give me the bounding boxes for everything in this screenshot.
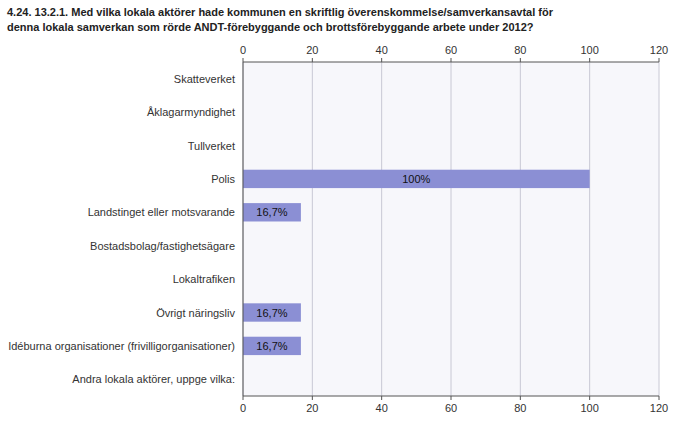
title: 4.24. 13.2.1. Med vilka lokala aktörer h… (7, 6, 554, 18)
category-label: Landstinget eller motsvarande (88, 206, 235, 218)
tick-mark (451, 396, 452, 400)
axes: 0 0 20 20 40 40 60 60 80 80 100 100 120 120 (240, 44, 668, 414)
tick-label: 20 (306, 402, 318, 414)
tick-mark (520, 396, 521, 400)
tick-label: 60 (445, 44, 457, 56)
grid-line (312, 62, 313, 396)
tick-mark (381, 396, 382, 400)
data-label: 16,7% (256, 307, 287, 319)
category-label: Idéburna organisationer (frivilligorgani… (8, 340, 235, 352)
y-axis-line (243, 62, 244, 396)
tick-label: 20 (306, 44, 318, 56)
tick-label: 120 (650, 44, 668, 56)
grid-line (659, 62, 660, 396)
bar (243, 337, 301, 355)
grid-line (243, 62, 244, 396)
bars (243, 170, 590, 355)
tick-label: 80 (514, 44, 526, 56)
category-label: Övrigt näringsliv (156, 307, 235, 319)
tick-label: 40 (376, 44, 388, 56)
subtitle: denna lokala samverkan som rörde ANDT-fö… (7, 21, 534, 33)
plot-area (243, 62, 659, 396)
tick-mark (659, 58, 660, 62)
tick-mark (589, 58, 590, 62)
category-label: Bostadsbolag/fastighetsägare (90, 240, 235, 252)
data-labels: 16,7% 16,7% 16,7% 100% (256, 173, 430, 352)
tick-label: 40 (376, 402, 388, 414)
tick-label: 0 (240, 402, 246, 414)
tick-mark (520, 58, 521, 62)
category-label: Andra lokala aktörer, uppge vilka: (72, 373, 235, 385)
category-label: Polis (211, 173, 235, 185)
tick-label: 100 (580, 44, 598, 56)
tick-label: 120 (650, 402, 668, 414)
category-label: Tullverket (188, 140, 235, 152)
tick-mark (243, 396, 244, 400)
category-label: Skatteverket (174, 73, 235, 85)
data-label: 100% (402, 173, 430, 185)
bar (243, 303, 301, 321)
bar (243, 203, 301, 221)
data-label: 16,7% (256, 340, 287, 352)
tick-label: 100 (580, 402, 598, 414)
tick-mark (312, 58, 313, 62)
tick-mark (659, 396, 660, 400)
grid-line (520, 62, 521, 396)
grid-line (451, 62, 452, 396)
tick-mark (243, 58, 244, 62)
category-label: Åklagarmyndighet (147, 106, 235, 118)
tick-label: 80 (514, 402, 526, 414)
tick-mark (381, 58, 382, 62)
tick-mark (589, 396, 590, 400)
tick-label: 60 (445, 402, 457, 414)
grid-line (381, 62, 382, 396)
y-axis-labels: Andra lokala aktörer, uppge vilka: Idébur… (8, 73, 235, 386)
data-label: 16,7% (256, 206, 287, 218)
category-label: Lokaltrafiken (173, 273, 235, 285)
tick-mark (451, 58, 452, 62)
tick-label: 0 (240, 44, 246, 56)
chart: 4.24. 13.2.1. Med vilka lokala aktörer h… (0, 0, 681, 426)
grid-line (589, 62, 590, 396)
bar (243, 170, 590, 188)
grid (243, 62, 659, 396)
tick-mark (312, 396, 313, 400)
